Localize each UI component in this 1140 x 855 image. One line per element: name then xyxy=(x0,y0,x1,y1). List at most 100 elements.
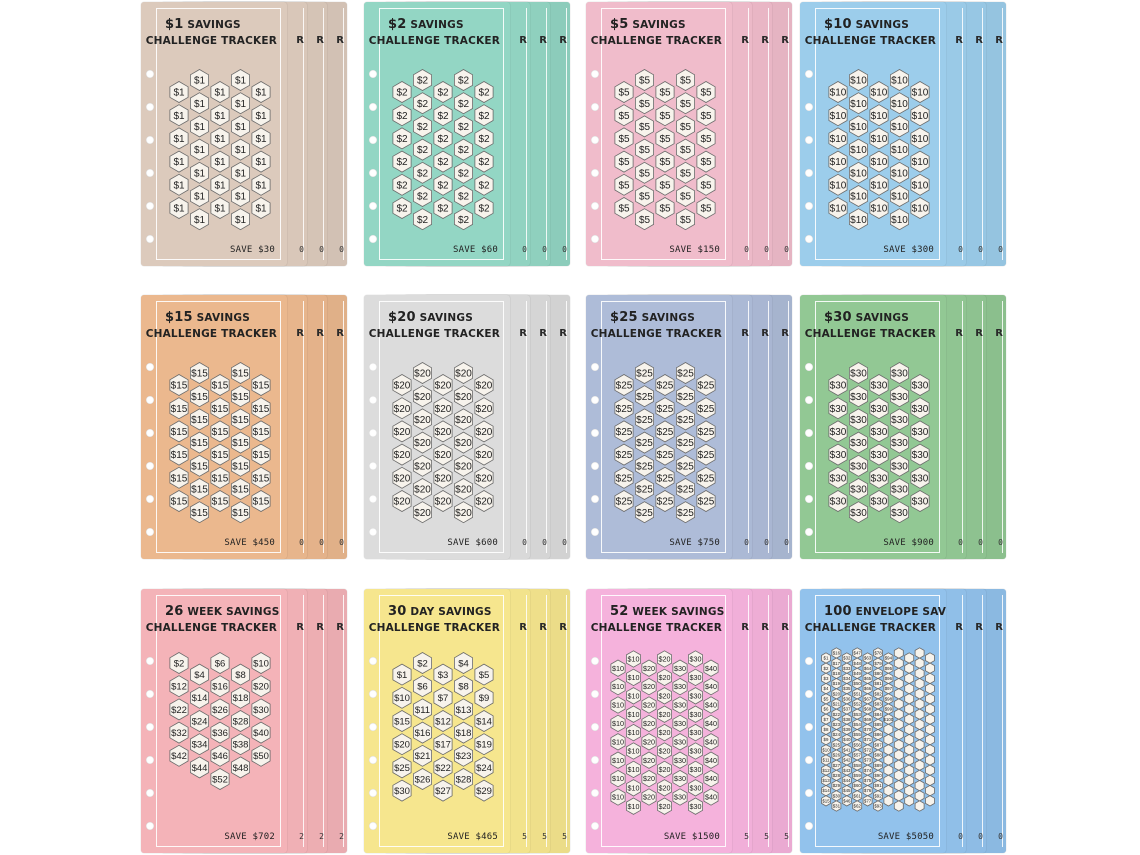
savings-hexagon: $30 xyxy=(688,723,703,742)
binder-hole xyxy=(805,202,813,210)
binder-hole xyxy=(146,202,154,210)
front-sheet: $30 SAVINGS CHALLENGE TRACKER $30 $30 $30 $30… xyxy=(800,295,946,559)
svg-text:$20: $20 xyxy=(455,369,472,380)
savings-hexagon: $2 xyxy=(474,104,494,127)
hexagon-grid-svg: $2 $4 $1 $3 $5 $6 $8 $10 $7 $9 $11 $13 $15 $12 $14 $16 $… xyxy=(392,652,494,802)
svg-text:$15: $15 xyxy=(253,427,270,438)
savings-hexagon: $97 xyxy=(883,682,894,695)
savings-hexagon: $8 xyxy=(454,675,473,698)
savings-hexagon: $25 xyxy=(676,385,695,408)
binder-hole xyxy=(805,495,813,503)
savings-hexagon: $30 xyxy=(869,420,889,443)
savings-hexagon: $20 xyxy=(474,466,494,489)
svg-text:$47: $47 xyxy=(854,651,862,656)
savings-hexagon: $74 xyxy=(862,764,873,776)
savings-hexagon: $15 xyxy=(169,420,189,443)
savings-hexagon: $30 xyxy=(828,466,848,489)
svg-text:$19: $19 xyxy=(476,740,492,751)
sheet-edge-letter: R xyxy=(519,35,527,46)
sheet-edge-letter: R xyxy=(995,35,1003,46)
savings-hexagon: $1 xyxy=(392,663,412,686)
savings-hexagon: $48 xyxy=(231,756,250,779)
sheet-border xyxy=(788,595,789,847)
svg-text:$5: $5 xyxy=(824,696,829,701)
savings-hexagon: $25 xyxy=(676,362,695,384)
svg-text:$9: $9 xyxy=(824,737,829,742)
savings-hexagon: $20 xyxy=(657,742,672,760)
binder-hole xyxy=(369,429,377,437)
savings-hexagon: $1 xyxy=(210,104,230,127)
savings-hexagon: $20 xyxy=(474,420,494,443)
svg-text:$15: $15 xyxy=(191,392,208,403)
savings-hexagon xyxy=(904,784,915,797)
svg-text:$57: $57 xyxy=(854,753,862,758)
savings-hexagon: $20 xyxy=(392,374,412,396)
savings-hexagon xyxy=(883,764,894,776)
sheet-border xyxy=(748,301,749,553)
front-sheet: 30 DAY SAVINGS CHALLENGE TRACKER $2 $4 $1 $3 $… xyxy=(364,589,510,853)
svg-text:$40: $40 xyxy=(705,756,717,765)
sheet-border xyxy=(343,595,344,847)
svg-text:$20: $20 xyxy=(414,438,431,449)
svg-text:$30: $30 xyxy=(850,461,867,472)
svg-text:$10: $10 xyxy=(850,192,867,203)
binder-hole xyxy=(805,462,813,470)
svg-text:$2: $2 xyxy=(458,122,470,133)
savings-hexagon: $20 xyxy=(433,397,453,420)
savings-hexagon: $1 xyxy=(821,652,831,664)
savings-hexagon: $5 xyxy=(634,208,654,231)
svg-text:$20: $20 xyxy=(643,756,655,765)
savings-hexagon: $28 xyxy=(831,769,842,782)
savings-hexagon: $5 xyxy=(614,173,634,196)
binder-hole xyxy=(591,363,599,371)
svg-text:$2: $2 xyxy=(437,111,449,122)
tracker-title: $10 SAVINGS xyxy=(824,17,909,32)
binder-hole xyxy=(369,723,377,731)
svg-text:$4: $4 xyxy=(824,686,829,691)
hexagon-grid: $2 $6 $10 $4 $8 $12 $16 $20 $14 $18 $22 $26 $30 $24 $2… xyxy=(161,649,283,809)
tracker-title-word: DAY SAVINGS xyxy=(410,606,492,618)
tracker-title-word: ENVELOPE SAVINGS xyxy=(855,606,946,618)
sheet-edge-letter: R xyxy=(975,622,983,633)
svg-text:$6: $6 xyxy=(215,658,226,669)
sheet-edge-digit: 0 xyxy=(958,245,963,254)
svg-text:$2: $2 xyxy=(458,145,470,156)
binder-hole xyxy=(146,657,154,665)
savings-hexagon: $20 xyxy=(412,478,432,500)
svg-text:$21: $21 xyxy=(833,702,841,707)
svg-text:$2: $2 xyxy=(417,215,429,226)
savings-hexagon: $21 xyxy=(412,744,432,767)
svg-text:$6: $6 xyxy=(417,682,428,693)
svg-text:$40: $40 xyxy=(253,728,269,739)
savings-hexagon: $10 xyxy=(910,150,930,173)
savings-hexagon: $59 xyxy=(852,769,863,782)
savings-hexagon: $25 xyxy=(634,385,654,408)
sheet-border xyxy=(788,8,789,260)
svg-text:$20: $20 xyxy=(659,765,671,774)
sheet-border xyxy=(343,301,344,553)
binder-hole xyxy=(146,396,154,404)
binder-hole xyxy=(805,528,813,536)
savings-hexagon: $5 xyxy=(474,663,494,686)
svg-text:$77: $77 xyxy=(864,798,872,803)
svg-text:$20: $20 xyxy=(659,747,671,756)
sheet-edge-digit: 0 xyxy=(542,245,547,254)
savings-hexagon: $39 xyxy=(841,723,852,736)
svg-text:$90: $90 xyxy=(874,773,882,778)
savings-hexagon: $30 xyxy=(890,431,909,454)
svg-text:$1: $1 xyxy=(194,192,206,203)
sheet-border xyxy=(982,301,983,553)
tracker-subtitle: CHALLENGE TRACKER xyxy=(368,35,500,47)
savings-hexagon: $25 xyxy=(696,397,716,420)
savings-hexagon: $16 xyxy=(210,675,230,698)
svg-text:$30: $30 xyxy=(891,392,908,403)
svg-text:$15: $15 xyxy=(191,508,208,519)
svg-text:$1: $1 xyxy=(214,157,226,168)
savings-tracker-card-stack: R 0 R 0 R 0 $25 SAVINGS CHALLENGE TRACKER $25 $25… xyxy=(586,295,792,559)
savings-hexagon: $29 xyxy=(474,779,494,802)
svg-text:$18: $18 xyxy=(833,671,841,676)
savings-hexagon: $20 xyxy=(454,478,473,500)
svg-text:$15: $15 xyxy=(171,450,188,461)
svg-text:$10: $10 xyxy=(612,719,624,728)
savings-hexagon: $2 xyxy=(474,197,494,219)
